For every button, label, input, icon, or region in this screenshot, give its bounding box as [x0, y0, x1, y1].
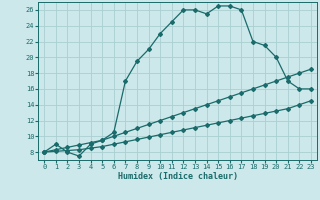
X-axis label: Humidex (Indice chaleur): Humidex (Indice chaleur): [118, 172, 238, 181]
